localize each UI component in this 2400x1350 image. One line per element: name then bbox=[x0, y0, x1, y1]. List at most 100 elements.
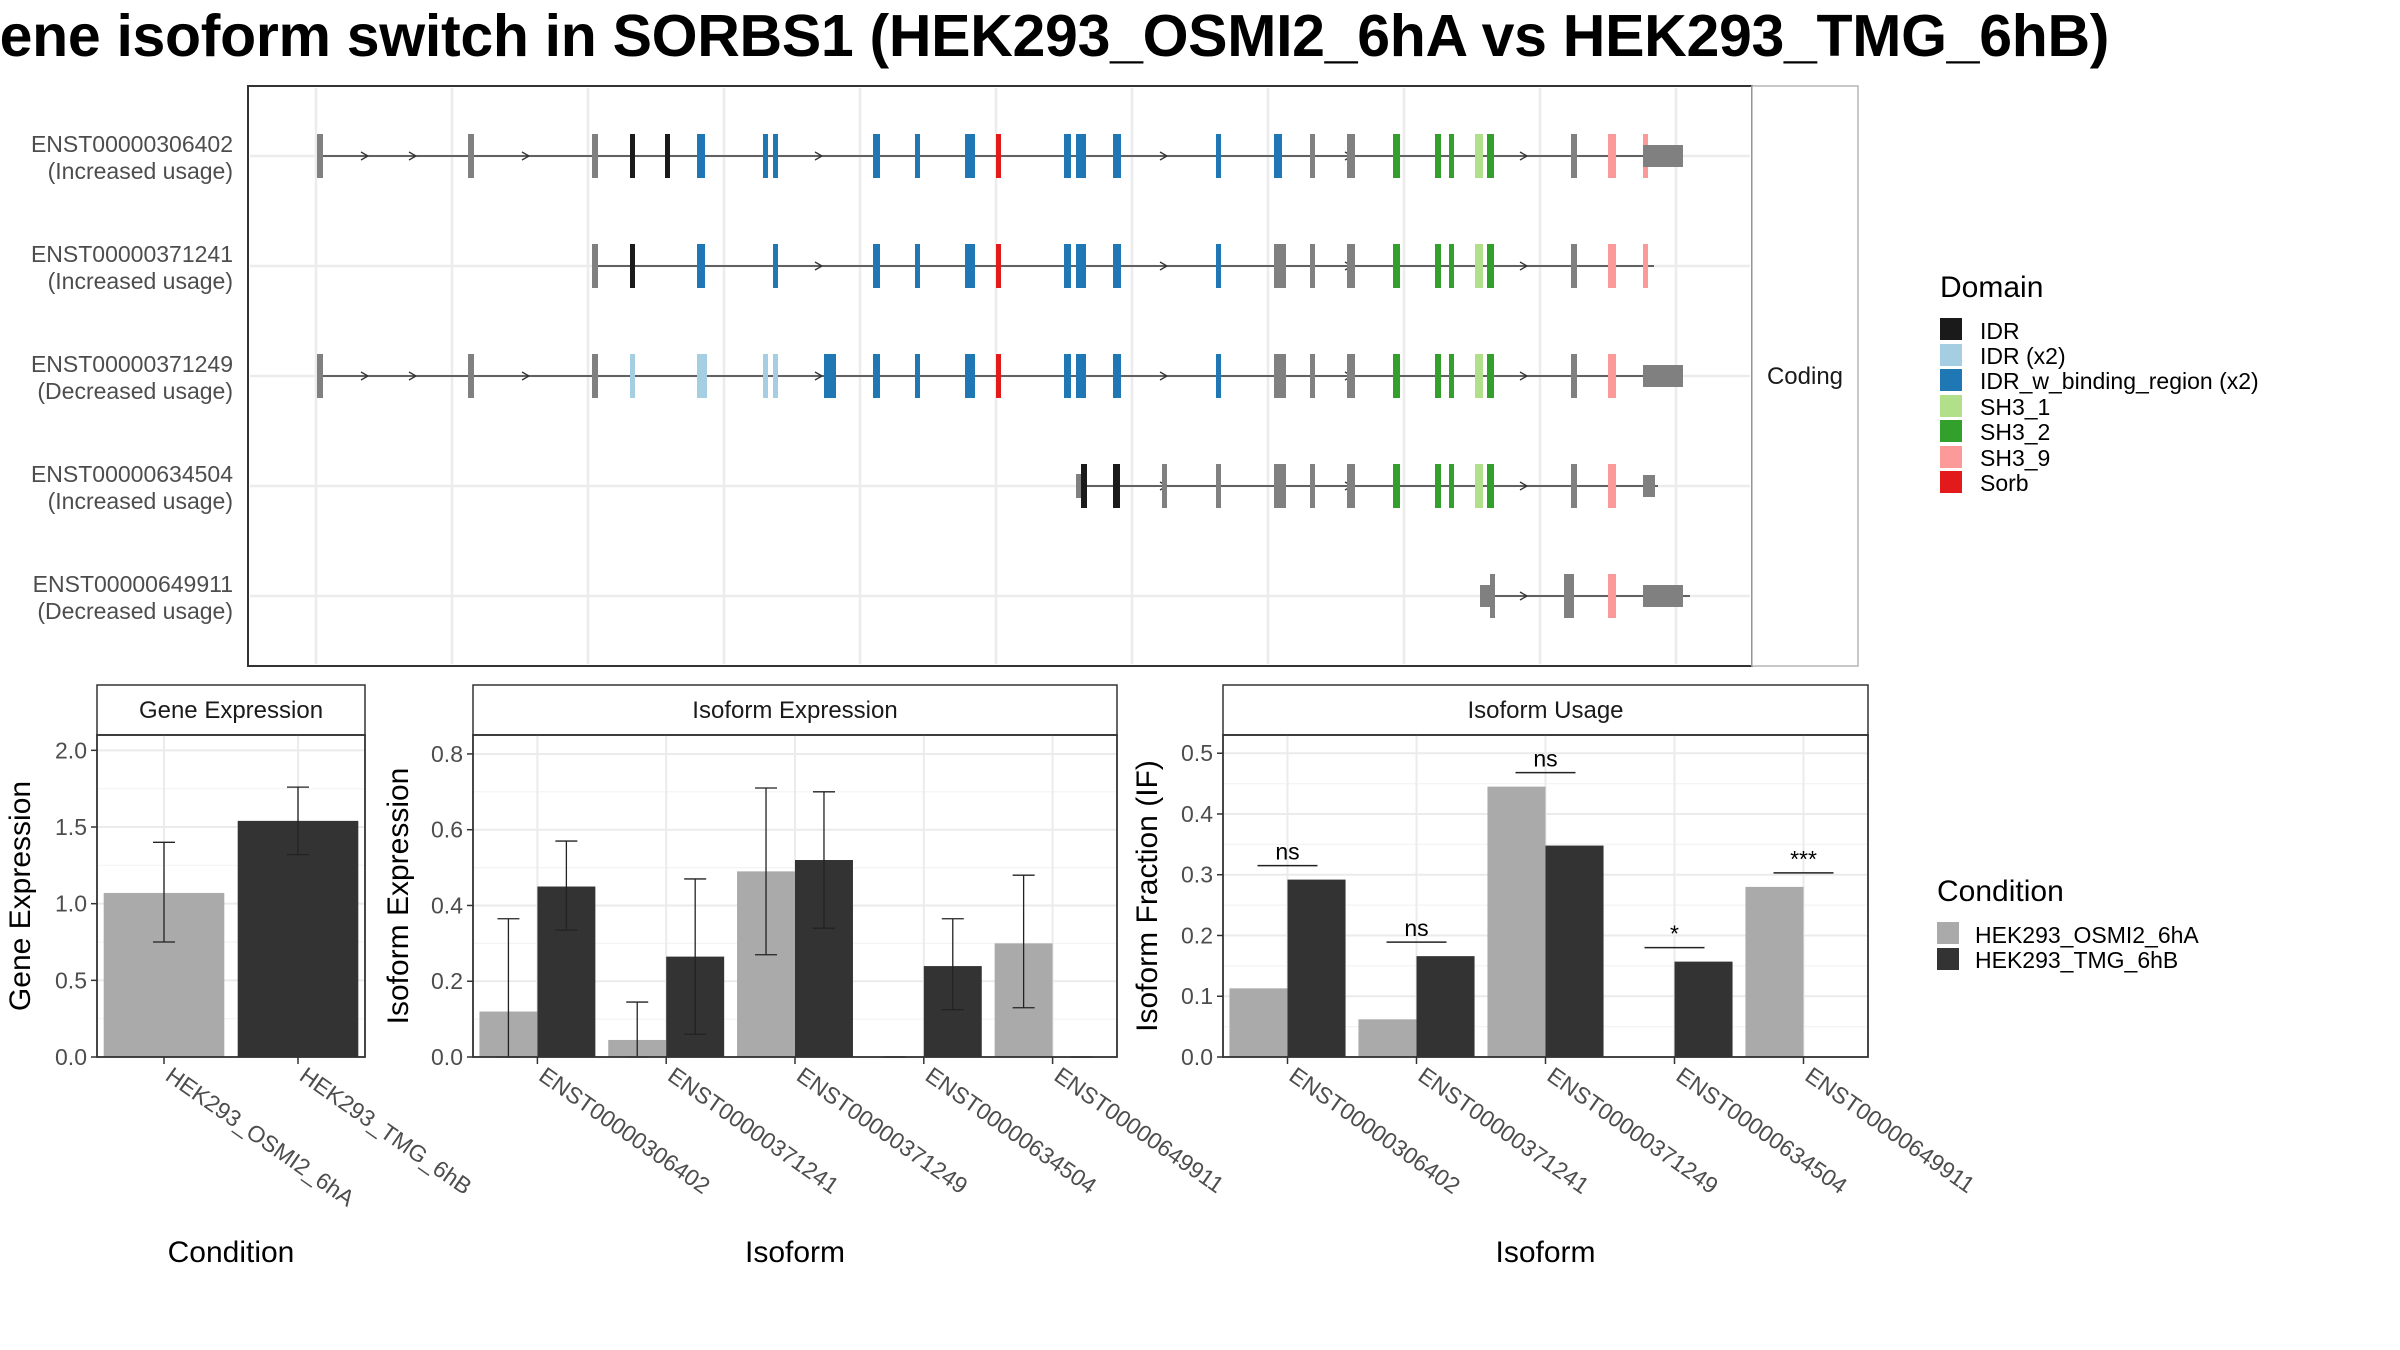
structure-facet-strip bbox=[1751, 85, 1859, 667]
bar bbox=[1358, 1019, 1417, 1057]
transcript-usage-label: (Decreased usage) bbox=[37, 598, 233, 624]
panel-frame bbox=[1222, 734, 1869, 1058]
legend-label-sh3-9: SH3_9 bbox=[1980, 445, 2050, 471]
bar bbox=[1745, 886, 1804, 1057]
exon-noncoding bbox=[1571, 244, 1577, 288]
exon-domain bbox=[1487, 244, 1494, 288]
y-axis-title: Gene Expression bbox=[4, 781, 37, 1011]
exon-noncoding bbox=[1571, 354, 1577, 398]
exon-domain bbox=[996, 244, 1001, 288]
y-tick-label: 0.5 bbox=[55, 967, 87, 993]
legend-key-sh3-1 bbox=[1940, 395, 1962, 417]
y-tick-label: 0.4 bbox=[431, 892, 463, 918]
legend-label-sorb: Sorb bbox=[1980, 470, 2029, 496]
facet-title: Isoform Usage bbox=[1467, 697, 1623, 724]
exon-domain bbox=[665, 134, 670, 178]
exon-domain bbox=[773, 244, 778, 288]
exon-domain bbox=[1076, 244, 1086, 288]
legend-label-idr-binding: IDR_w_binding_region (x2) bbox=[1980, 368, 2259, 394]
bar bbox=[237, 820, 359, 1057]
exon-noncoding bbox=[1274, 354, 1286, 398]
exon-noncoding bbox=[1310, 134, 1315, 178]
exon-domain bbox=[996, 354, 1001, 398]
exon-domain bbox=[1113, 244, 1121, 288]
structure-row-labels: ENST00000306402 (Increased usage) ENST00… bbox=[31, 131, 233, 624]
exon-noncoding bbox=[317, 354, 323, 398]
transcript-usage-label: (Increased usage) bbox=[48, 158, 233, 184]
legend-key-idr bbox=[1940, 318, 1962, 340]
transcript-id-label: ENST00000649911 bbox=[33, 571, 233, 597]
transcript-id-label: ENST00000306402 bbox=[31, 131, 233, 157]
strand-arrow bbox=[1519, 261, 1529, 271]
exon-noncoding bbox=[1310, 244, 1315, 288]
exon-domain bbox=[965, 134, 975, 178]
strand-arrow bbox=[408, 151, 418, 161]
structure-rows bbox=[317, 134, 1690, 618]
x-axis-title: Condition bbox=[168, 1236, 295, 1269]
transcript-id-label: ENST00000371249 bbox=[31, 351, 233, 377]
structure-facet-label: Coding bbox=[1767, 363, 1843, 390]
exon-domain bbox=[1608, 574, 1616, 618]
exon-domain bbox=[1274, 134, 1282, 178]
x-axis-title: Isoform bbox=[1495, 1236, 1595, 1269]
y-tick-label: 0.1 bbox=[1181, 983, 1213, 1009]
y-tick-label: 0.0 bbox=[431, 1044, 463, 1070]
y-tick-label: 0.6 bbox=[431, 817, 463, 843]
exon-noncoding bbox=[592, 244, 598, 288]
legend-label-condition-b: HEK293_TMG_6hB bbox=[1975, 947, 2178, 973]
exon-domain bbox=[873, 244, 880, 288]
facet-title: Isoform Expression bbox=[692, 697, 897, 724]
exon-noncoding bbox=[1274, 464, 1286, 508]
facet-strip bbox=[472, 684, 1118, 736]
legend-label-idr: IDR bbox=[1980, 318, 2020, 344]
exon-domain bbox=[1064, 244, 1071, 288]
exon-domain bbox=[1113, 134, 1121, 178]
significance-label: * bbox=[1670, 921, 1679, 947]
exon-domain bbox=[1076, 134, 1086, 178]
strand-arrow bbox=[1159, 151, 1169, 161]
legend-key-idr-x2 bbox=[1940, 344, 1962, 366]
bar bbox=[1487, 786, 1546, 1057]
strand-arrow bbox=[1159, 261, 1169, 271]
exon-domain bbox=[1393, 464, 1400, 508]
bar bbox=[1674, 961, 1733, 1057]
strand-arrow bbox=[814, 151, 824, 161]
y-tick-label: 2.0 bbox=[55, 737, 87, 763]
exon-domain bbox=[773, 134, 778, 178]
exon-domain bbox=[1608, 244, 1616, 288]
strand-arrow bbox=[360, 151, 370, 161]
domain-legend-title: Domain bbox=[1940, 271, 2043, 304]
exon-domain bbox=[630, 354, 635, 398]
condition-legend-title: Condition bbox=[1937, 875, 2064, 908]
strand-arrow bbox=[521, 151, 531, 161]
isoform-usage-panel: Isoform Usage0.00.10.20.30.40.5ENST00000… bbox=[1131, 684, 1980, 1269]
y-axis-title: Isoform Fraction (IF) bbox=[1131, 760, 1164, 1032]
exon-domain bbox=[824, 354, 836, 398]
exon-domain bbox=[697, 134, 705, 178]
strand-arrow bbox=[1159, 371, 1169, 381]
strand-arrow bbox=[1519, 591, 1529, 601]
exon-noncoding bbox=[1347, 134, 1355, 178]
exon-noncoding bbox=[1571, 464, 1577, 508]
exon-noncoding bbox=[1564, 574, 1574, 618]
legend-key-condition-a bbox=[1937, 922, 1959, 944]
significance-label: ns bbox=[1275, 839, 1299, 865]
exon-noncoding bbox=[1347, 354, 1355, 398]
exon-domain bbox=[965, 354, 975, 398]
significance-label: ns bbox=[1404, 915, 1428, 941]
exon-noncoding bbox=[1643, 585, 1683, 607]
exon-noncoding bbox=[1310, 464, 1315, 508]
exon-domain bbox=[1216, 134, 1221, 178]
x-axis-title: Isoform bbox=[745, 1236, 845, 1269]
bar bbox=[1545, 845, 1604, 1057]
facet-title: Gene Expression bbox=[139, 697, 323, 724]
exon-noncoding bbox=[1347, 464, 1355, 508]
strand-arrow bbox=[814, 371, 824, 381]
exon-noncoding bbox=[592, 354, 598, 398]
exon-domain bbox=[697, 354, 707, 398]
exon-domain bbox=[1487, 354, 1494, 398]
exon-noncoding bbox=[1643, 365, 1683, 387]
transcript-model-ENST00000306402 bbox=[317, 134, 1683, 178]
bar bbox=[1416, 956, 1475, 1057]
